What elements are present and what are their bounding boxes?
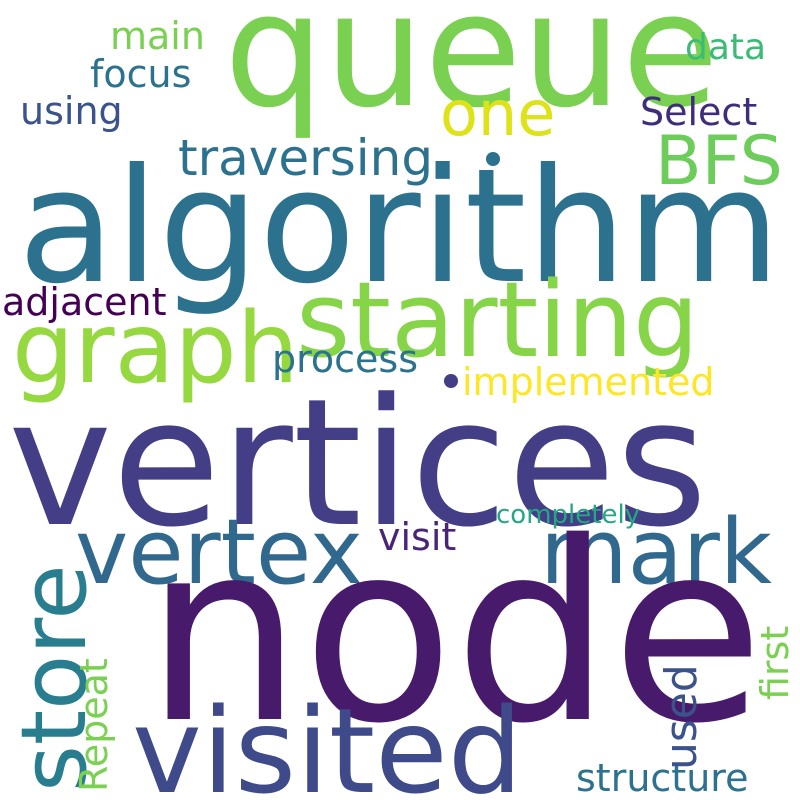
word-process: process bbox=[272, 337, 419, 381]
word-vertex: vertex bbox=[75, 500, 363, 605]
word-first: first bbox=[753, 625, 797, 700]
word-bfs: BFS bbox=[655, 122, 783, 201]
word-algorithm: algorithm bbox=[18, 135, 781, 319]
word-implemented: implemented bbox=[462, 360, 715, 404]
word-main: main bbox=[110, 14, 205, 58]
word-graph: graph bbox=[12, 292, 299, 406]
word-using: using bbox=[20, 89, 123, 133]
word-structure: structure bbox=[576, 756, 749, 800]
word-visited: visited bbox=[132, 682, 523, 800]
word-used: used bbox=[656, 664, 707, 770]
word-repeat: Repeat bbox=[72, 658, 116, 792]
word-one: one bbox=[440, 77, 556, 150]
word-starting: starting bbox=[296, 259, 700, 381]
word-completely: completely bbox=[496, 500, 641, 530]
word-queue: queue bbox=[224, 0, 719, 143]
word-node: node bbox=[145, 490, 764, 778]
word-focus: focus bbox=[90, 52, 192, 96]
word-visit: visit bbox=[378, 515, 457, 559]
word-vertices: vertices bbox=[8, 361, 708, 566]
word-data: data bbox=[685, 27, 767, 68]
traversing-dot bbox=[486, 152, 500, 166]
word-mark: mark bbox=[540, 500, 772, 605]
word-traversing: traversing bbox=[178, 129, 434, 187]
word-select: Select bbox=[640, 90, 758, 134]
word-adjacent: adjacent bbox=[2, 280, 167, 324]
process-dot bbox=[444, 374, 458, 388]
